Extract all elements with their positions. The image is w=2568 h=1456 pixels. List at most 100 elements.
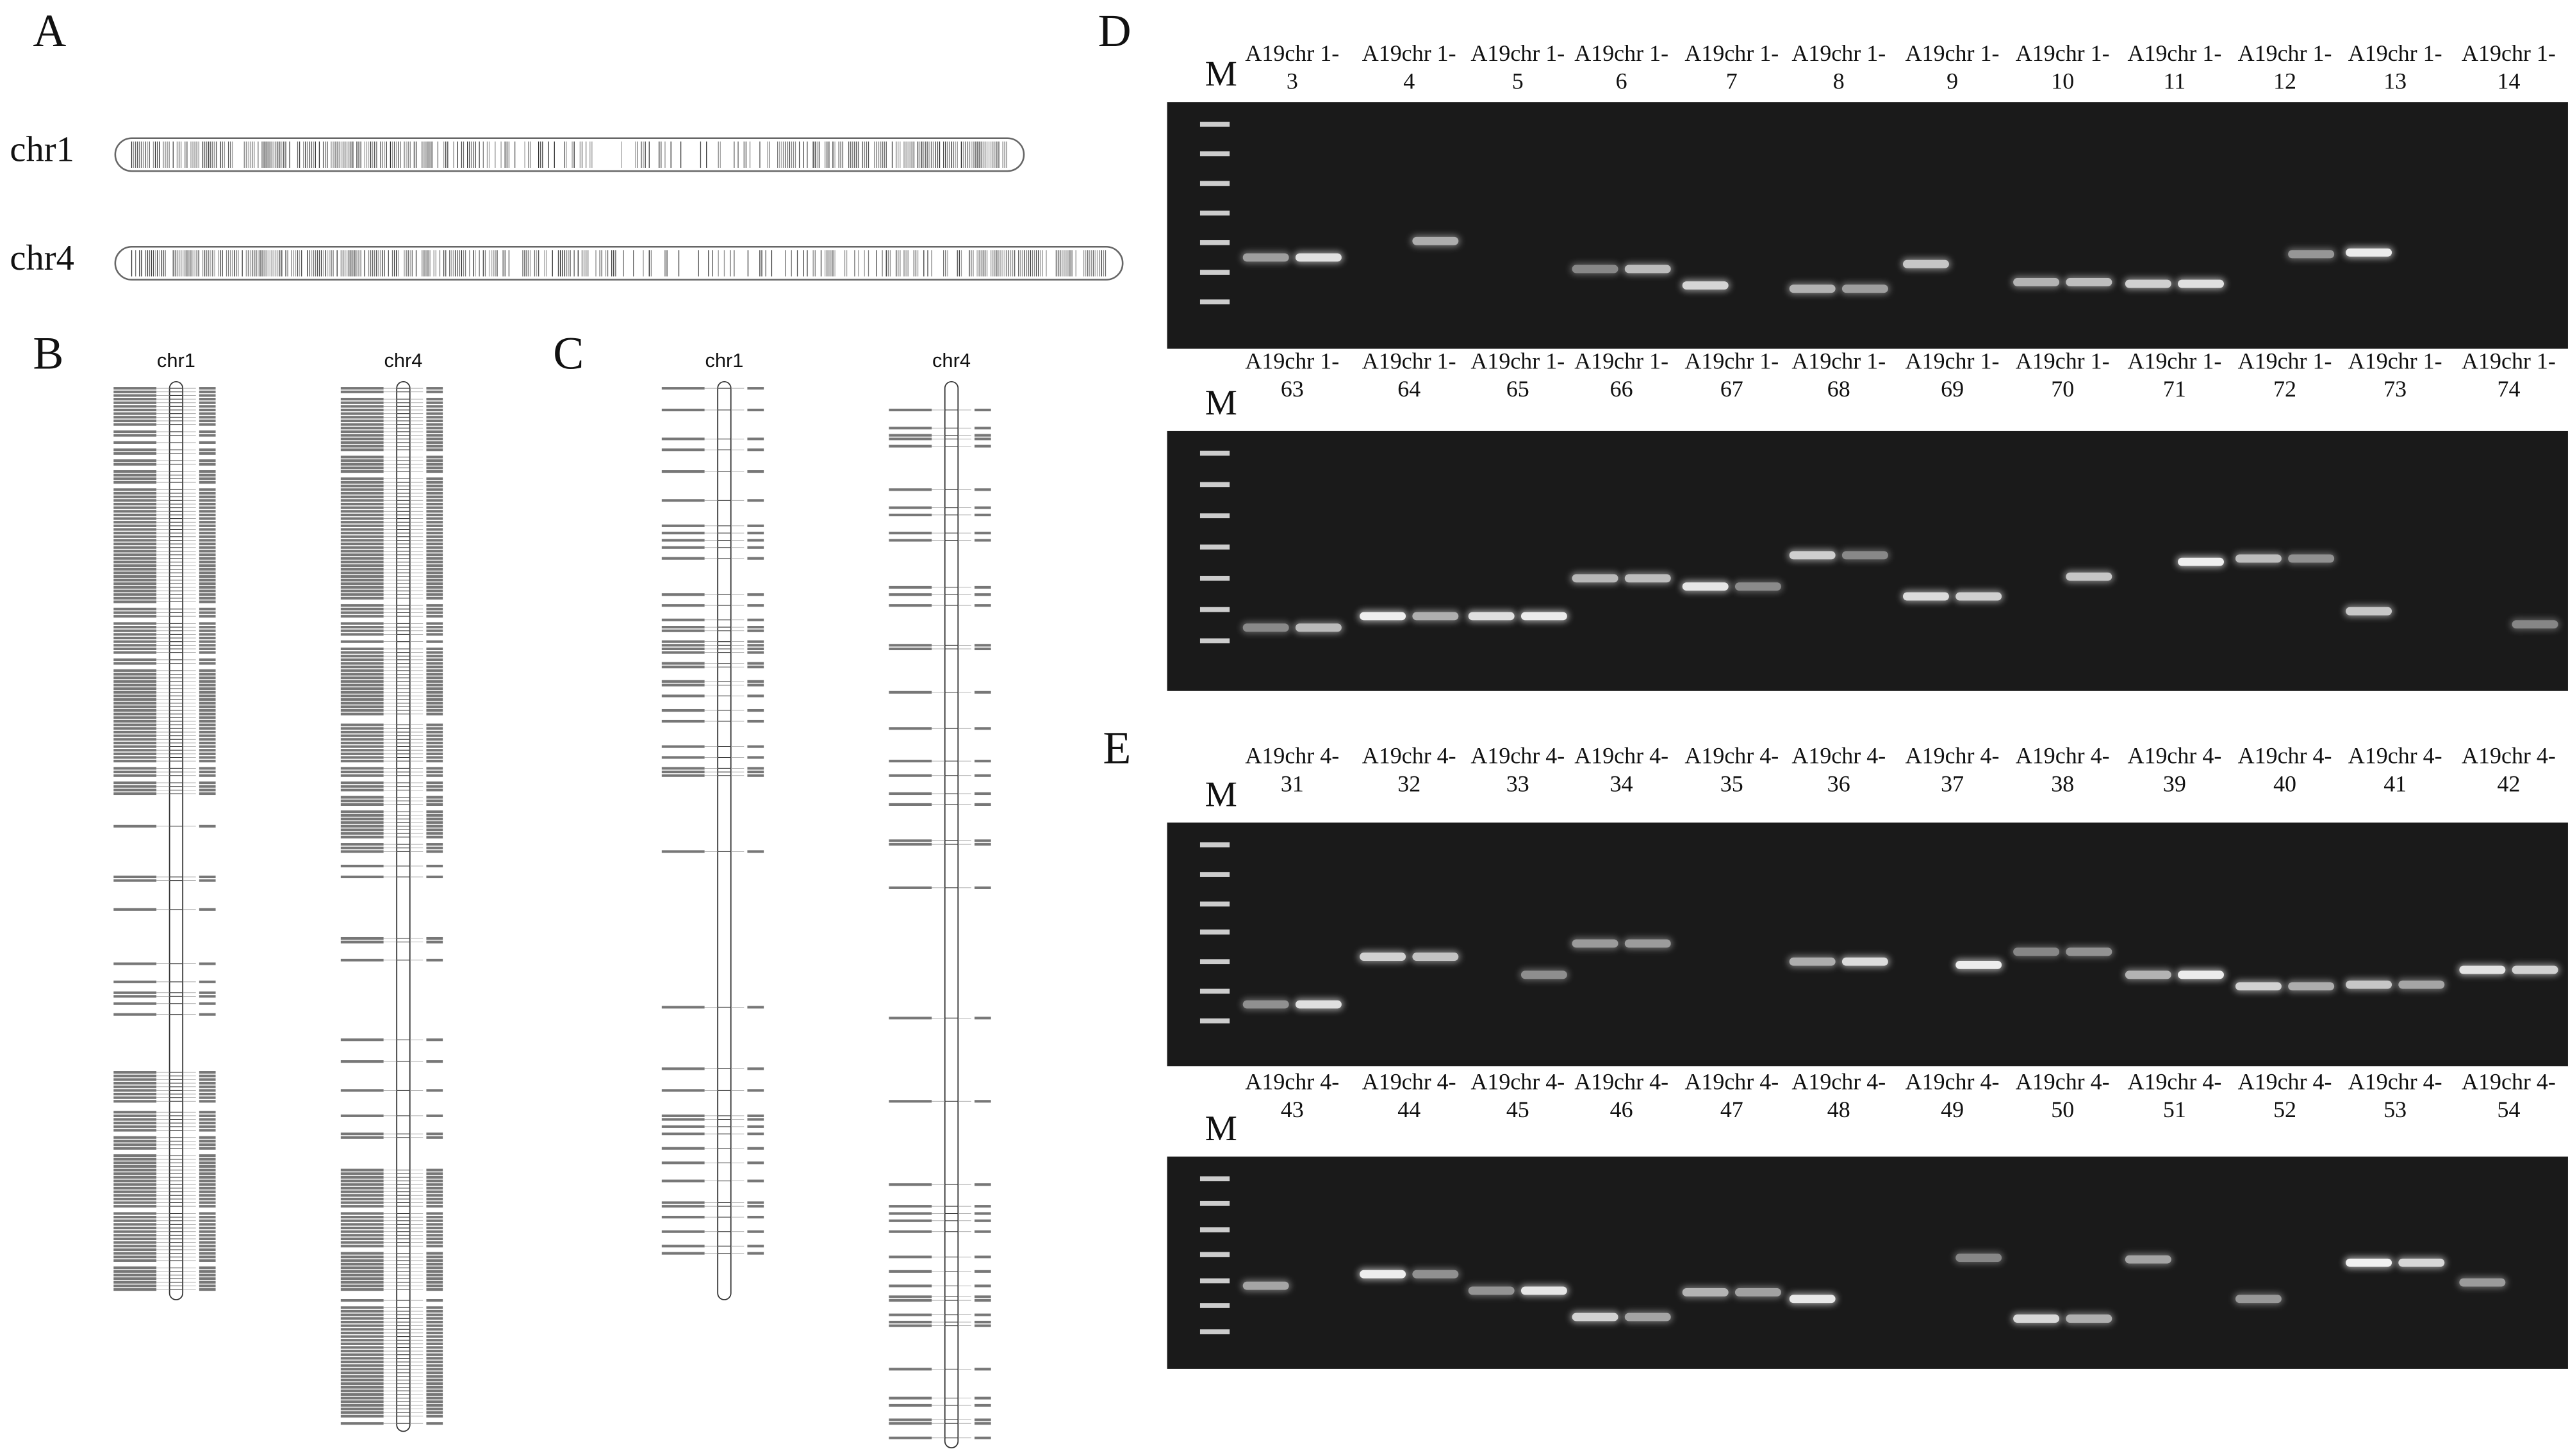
marker-name — [113, 1165, 157, 1168]
marker-position — [199, 1143, 216, 1147]
marker-name — [113, 716, 157, 719]
marker-position — [747, 683, 764, 687]
marker-position — [747, 1230, 764, 1233]
marker-position — [426, 575, 443, 578]
marker-position — [426, 756, 443, 759]
marker-name — [889, 647, 932, 651]
marker-name — [113, 398, 157, 401]
ladder-label: M — [1205, 53, 1237, 94]
marker-name — [661, 1179, 705, 1182]
marker-position — [199, 756, 216, 759]
marker-name — [340, 532, 384, 535]
marker-name — [113, 412, 157, 415]
marker-position — [426, 585, 443, 589]
marker-position — [747, 1133, 764, 1136]
marker-name — [889, 1396, 932, 1400]
marker-name — [340, 560, 384, 564]
marker-name — [113, 1237, 157, 1241]
marker-position — [974, 803, 991, 806]
marker-name — [113, 622, 157, 625]
marker-position — [426, 1288, 443, 1291]
marker-position — [426, 752, 443, 755]
marker-position — [974, 1295, 991, 1298]
marker-position — [426, 495, 443, 498]
ladder-band — [1199, 1202, 1230, 1207]
marker-position — [199, 517, 216, 520]
marker-name — [340, 814, 384, 817]
marker-name — [113, 408, 157, 412]
marker-position — [199, 991, 216, 994]
marker-position — [199, 452, 216, 455]
ladder-band — [1199, 1278, 1230, 1284]
marker-name — [340, 419, 384, 423]
marker-position — [974, 513, 991, 516]
marker-position — [747, 618, 764, 621]
marker-name — [661, 850, 705, 853]
marker-name — [661, 1118, 705, 1121]
marker-name — [661, 774, 705, 777]
marker-name — [340, 1375, 384, 1378]
marker-position — [199, 477, 216, 480]
marker-position — [426, 1168, 443, 1172]
marker-name — [340, 1324, 384, 1327]
marker-position — [199, 1190, 216, 1193]
marker-name — [340, 734, 384, 737]
marker-position — [426, 532, 443, 535]
marker-position — [426, 470, 443, 473]
marker-name — [340, 398, 384, 401]
chromosome-name: chr4 — [10, 236, 74, 279]
marker-name — [340, 445, 384, 448]
marker-position — [199, 908, 216, 911]
marker-name — [340, 412, 384, 415]
gel-band — [1520, 970, 1567, 979]
marker-name — [340, 774, 384, 777]
marker-name — [113, 756, 157, 759]
marker-position — [426, 560, 443, 564]
marker-position — [426, 1241, 443, 1244]
marker-name — [340, 1280, 384, 1284]
marker-position — [199, 760, 216, 763]
lane-label: A19chr 1-6 — [1574, 42, 1669, 95]
lane-label: A19chr 1-13 — [2348, 42, 2442, 95]
lane-label: A19chr 1-64 — [1362, 350, 1456, 404]
marker-name — [661, 662, 705, 665]
marker-name — [340, 1422, 384, 1425]
marker-name — [113, 578, 157, 582]
gel-band — [1734, 1287, 1781, 1296]
marker-name — [661, 1245, 705, 1248]
gel-band — [2398, 1259, 2445, 1268]
marker-name — [661, 708, 705, 712]
marker-name — [889, 774, 932, 777]
marker-name — [340, 571, 384, 575]
marker-position — [426, 1378, 443, 1382]
gel-band — [1295, 253, 1342, 261]
marker-position — [199, 1201, 216, 1204]
marker-position — [426, 517, 443, 520]
marker-position — [199, 560, 216, 564]
marker-position — [199, 785, 216, 788]
marker-name — [340, 1237, 384, 1241]
marker-position — [426, 1382, 443, 1386]
marker-position — [426, 408, 443, 412]
gel-band — [1242, 623, 1289, 632]
ladder-band — [1199, 929, 1230, 935]
marker-position — [747, 644, 764, 647]
gel-band — [1624, 1313, 1671, 1321]
gel-band — [1624, 940, 1671, 949]
marker-position — [974, 727, 991, 730]
marker-position — [974, 593, 991, 596]
marker-position — [199, 448, 216, 452]
marker-name — [113, 879, 157, 882]
marker-name — [340, 629, 384, 632]
marker-name — [113, 1259, 157, 1262]
marker-name — [340, 752, 384, 755]
marker-name — [340, 796, 384, 799]
marker-name — [340, 1201, 384, 1204]
marker-name — [340, 524, 384, 527]
marker-name — [113, 738, 157, 741]
marker-name — [889, 886, 932, 889]
marker-name — [340, 803, 384, 806]
marker-name — [113, 1157, 157, 1161]
marker-position — [199, 741, 216, 744]
marker-name — [889, 539, 932, 542]
